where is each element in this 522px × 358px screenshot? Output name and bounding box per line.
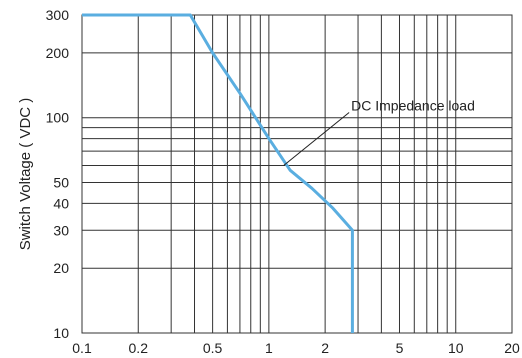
y-tick-label: 30 xyxy=(53,222,69,238)
x-tick-label: 20 xyxy=(504,340,520,356)
y-tick-labels: 10 20 30 40 50 100 200 300 xyxy=(46,7,70,341)
x-tick-label: 5 xyxy=(396,340,404,356)
x-tick-label: 0.1 xyxy=(72,340,92,356)
x-gridlines xyxy=(137,15,457,333)
annotation-label: DC Impedance load xyxy=(351,98,475,114)
series-line xyxy=(82,13,354,333)
x-tick-label: 10 xyxy=(448,340,464,356)
x-tick-label: 2 xyxy=(321,340,329,356)
x-tick-label: 0.5 xyxy=(203,340,223,356)
y-tick-label: 200 xyxy=(46,45,70,61)
y-tick-label: 100 xyxy=(46,110,70,126)
annotation-layer: DC Impedance load xyxy=(283,98,475,166)
x-tick-label: 1 xyxy=(265,340,273,356)
series-layer xyxy=(82,13,354,333)
y-tick-label: 20 xyxy=(53,260,69,276)
y-tick-label: 40 xyxy=(53,195,69,211)
plot-area: DC Impedance load xyxy=(81,13,513,334)
plot-frame xyxy=(81,14,513,334)
y-tick-label: 50 xyxy=(53,175,69,191)
annotation-leader-line xyxy=(283,112,350,166)
y-tick-label: 300 xyxy=(46,7,70,23)
x-tick-label: 0.2 xyxy=(129,340,149,356)
y-tick-label: 10 xyxy=(53,325,69,341)
x-tick-labels: 0.1 0.2 0.5 1 2 5 10 20 xyxy=(72,340,520,356)
y-axis-label: Switch Voltage ( VDC ) xyxy=(17,98,34,251)
y-gridlines xyxy=(82,52,512,269)
